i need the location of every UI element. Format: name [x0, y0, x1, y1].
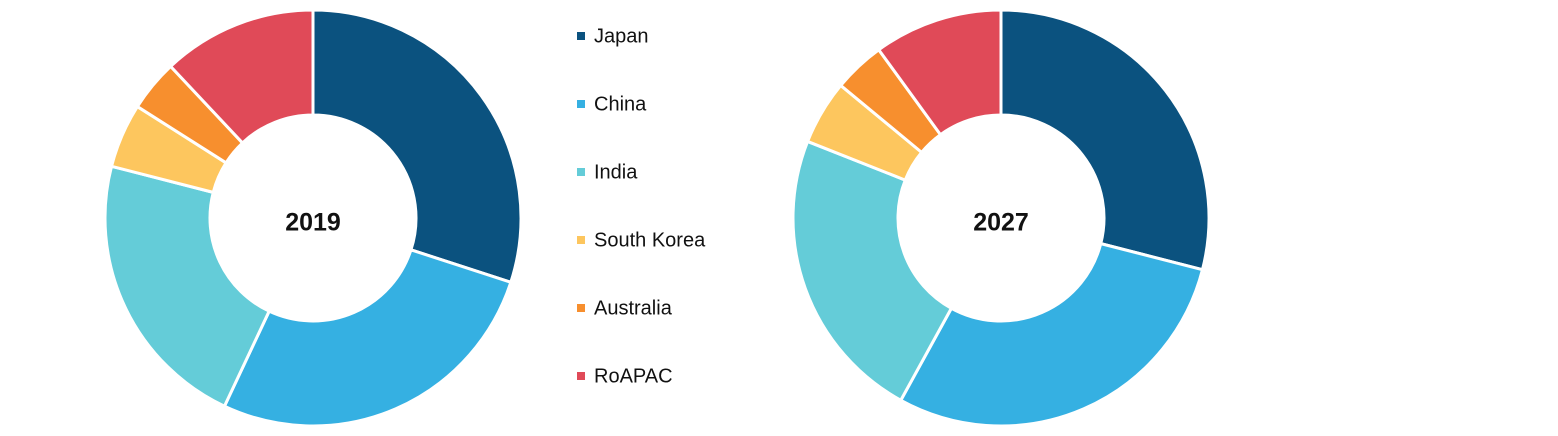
legend-label: Japan	[594, 25, 649, 47]
legend-swatch	[577, 100, 585, 108]
legend-swatch	[577, 372, 585, 380]
center-title: 2027	[973, 209, 1029, 237]
legend-swatch	[577, 304, 585, 312]
legend-label: India	[594, 161, 638, 183]
donut-slice	[222, 248, 513, 428]
legend-label: RoAPAC	[594, 365, 673, 387]
legend-label: Australia	[594, 297, 673, 319]
legend-swatch	[577, 168, 585, 176]
legend-swatch	[577, 236, 585, 244]
center-title: 2019	[285, 209, 341, 237]
donut-slice	[169, 8, 315, 145]
donut-slice	[311, 8, 523, 284]
donut-slice	[899, 242, 1204, 428]
donut-slice	[877, 8, 1003, 137]
donut-slice	[791, 139, 953, 402]
legend-label: South Korea	[594, 229, 706, 251]
legend-label: China	[594, 93, 647, 115]
donut-slice	[999, 8, 1211, 272]
donut-slice	[103, 164, 271, 408]
legend-swatch	[577, 32, 585, 40]
